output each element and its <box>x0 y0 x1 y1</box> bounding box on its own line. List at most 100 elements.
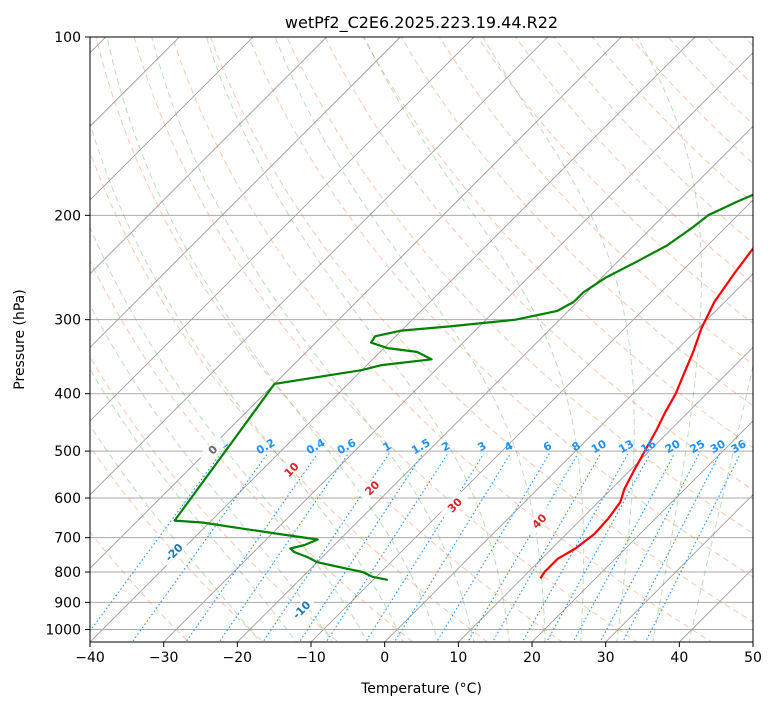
temperature-profile-line <box>539 246 753 579</box>
mixing-ratio-line <box>491 453 602 642</box>
isotherm-line <box>752 641 753 642</box>
y-tick-label: 100 <box>54 30 81 46</box>
moist-adiabat-line <box>274 37 546 642</box>
axes: −40 −30 −20 −10 0 10 20 30 40 5010020030040050060… <box>45 30 762 666</box>
mixing-ratio-line <box>131 453 268 642</box>
dry-adiabat-line <box>90 150 489 642</box>
plot-frame <box>89 36 754 643</box>
dry-adiabat-line <box>553 37 753 244</box>
dry-adiabat-line <box>438 37 753 366</box>
isotherm-line <box>678 567 753 642</box>
adiabat-label-bg <box>277 455 306 484</box>
mixing-ratio-label: 8 <box>570 439 583 454</box>
adiabat-label: 30 <box>440 490 469 520</box>
mixing-ratio-label: 20 <box>663 437 683 456</box>
adiabat-label: 40 <box>525 506 554 536</box>
y-tick-label: 1000 <box>45 622 81 638</box>
chart-title: wetPf2_C2E6.2025.223.19.44.R22 <box>285 13 558 33</box>
dry-adiabat-line <box>286 37 753 534</box>
background-lines <box>90 24 775 654</box>
dry-adiabat-line <box>476 37 753 325</box>
dry-adiabat-line <box>515 37 753 284</box>
isotherm-line <box>310 199 753 642</box>
dry-adiabat-line <box>90 531 190 642</box>
moist-adiabat-line <box>90 303 333 642</box>
x-tick-label: −10 <box>296 650 326 666</box>
moist-adiabat-line <box>363 37 585 642</box>
dry-adiabat-line <box>705 37 753 86</box>
y-tick-label: 600 <box>54 491 81 507</box>
x-tick-label: 50 <box>744 650 762 666</box>
y-tick-label: 500 <box>54 444 81 460</box>
moist-adiabat-line <box>90 424 261 642</box>
mixing-ratio-line <box>521 453 629 642</box>
mixing-ratio-label: 30 <box>708 437 728 456</box>
adiabat-label-bg <box>159 538 188 567</box>
y-tick-label: 200 <box>54 208 81 224</box>
dry-adiabat-line <box>95 37 564 642</box>
adiabat-label-bg <box>198 435 227 464</box>
x-tick-label: −20 <box>223 650 253 666</box>
x-tick-label: 30 <box>597 650 615 666</box>
mixing-ratio-label: 10 <box>589 437 609 456</box>
moist-adiabat-line <box>90 226 369 642</box>
x-tick-label: 0 <box>380 650 389 666</box>
moist-adiabat-line <box>151 37 475 642</box>
mixing-ratio-line <box>185 453 318 642</box>
mixing-ratio-label: 13 <box>616 437 636 456</box>
adiabat-label-bg <box>287 595 316 624</box>
isotherm-line <box>384 273 753 642</box>
mixing-ratio-label: 2 <box>439 439 452 454</box>
adiabat-label-bg <box>357 473 387 503</box>
y-tick-label: 300 <box>54 313 81 329</box>
mixing-ratio-line <box>90 453 221 632</box>
moist-adiabat-line <box>106 37 440 642</box>
mixing-ratio-line <box>622 453 721 642</box>
dry-adiabat-line <box>171 37 713 642</box>
isotherm-line <box>90 37 254 201</box>
x-tick-label: 20 <box>523 650 541 666</box>
mixing-ratio-line <box>436 453 550 642</box>
dry-adiabat-line <box>400 37 753 407</box>
mixing-ratio-line <box>599 453 700 642</box>
isotherm-line <box>90 37 328 275</box>
adiabat-label: 0 <box>198 435 227 464</box>
mixing-ratio-label: 4 <box>502 439 515 454</box>
mixing-ratio-label: 16 <box>638 437 658 456</box>
dry-adiabat-line <box>770 24 775 654</box>
mixing-ratio-label: 0.2 <box>254 436 277 457</box>
isotherm-line <box>90 37 549 496</box>
dry-adiabat-line <box>591 37 753 204</box>
y-tick-label: 900 <box>54 595 81 611</box>
moist-adiabat-line <box>688 363 753 642</box>
dry-adiabat-line <box>209 37 753 623</box>
mixing-ratio-label: 36 <box>729 437 749 456</box>
dry-adiabat-line <box>324 37 753 491</box>
mixing-ratio-label: 25 <box>687 437 707 456</box>
mixing-ratio-label: 1.5 <box>409 436 432 457</box>
dry-adiabat-line <box>90 356 339 642</box>
dry-adiabat-line <box>90 259 414 642</box>
dry-adiabat-line <box>248 37 753 578</box>
isotherm-line <box>90 37 622 570</box>
dry-adiabat-line <box>667 37 753 125</box>
mixing-ratio-line <box>644 453 741 642</box>
x-tick-label: −40 <box>75 650 105 666</box>
mixing-ratio-label: 1 <box>381 439 394 454</box>
x-tick-label: 40 <box>670 650 688 666</box>
dry-adiabat-line <box>90 445 265 642</box>
mixing-ratio-label: 3 <box>475 439 488 454</box>
adiabat-label-bg <box>525 506 554 536</box>
x-tick-label: 10 <box>449 650 467 666</box>
mixing-ratio-line <box>393 453 511 642</box>
isotherm-line <box>605 494 753 642</box>
y-axis-label: Pressure (hPa) <box>12 289 28 389</box>
moist-adiabat-line <box>205 37 510 642</box>
profile-lines <box>173 193 753 581</box>
dry-adiabat-line <box>362 37 753 449</box>
isotherm-line <box>163 52 753 642</box>
mixing-ratio-line <box>467 453 579 642</box>
moist-adiabat-line <box>90 368 297 642</box>
